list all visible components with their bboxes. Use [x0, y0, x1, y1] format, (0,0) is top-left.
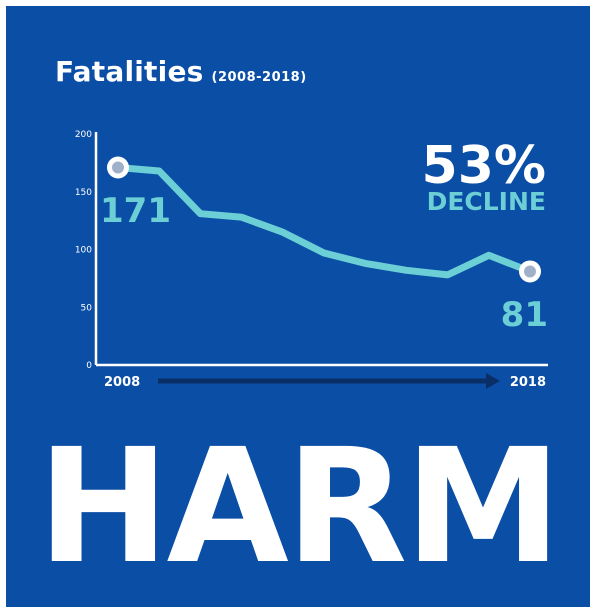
title-text: Fatalities — [55, 55, 204, 88]
data-label: 171 — [100, 191, 171, 231]
y-tick-label: 150 — [75, 188, 92, 198]
infographic-panel — [6, 6, 590, 607]
y-tick-label: 100 — [75, 246, 92, 256]
y-tick-label: 200 — [75, 130, 92, 140]
chart-title: Fatalities (2008-2018) — [55, 55, 307, 88]
decline-percent: 53% — [422, 136, 546, 196]
harm-wordmark: HARM — [37, 415, 561, 599]
decline-label: DECLINE — [427, 187, 546, 216]
y-tick-label: 50 — [81, 303, 93, 313]
series-line — [114, 164, 534, 279]
data-point-marker-center — [524, 265, 536, 278]
time-arrow-head — [486, 373, 500, 389]
data-label: 81 — [501, 295, 548, 335]
x-tick-label: 2018 — [510, 375, 546, 390]
x-tick-label: 2008 — [104, 375, 140, 390]
title-date-range: (2008-2018) — [211, 70, 307, 85]
data-point-marker-center — [112, 161, 124, 174]
y-tick-label: 0 — [86, 361, 92, 371]
